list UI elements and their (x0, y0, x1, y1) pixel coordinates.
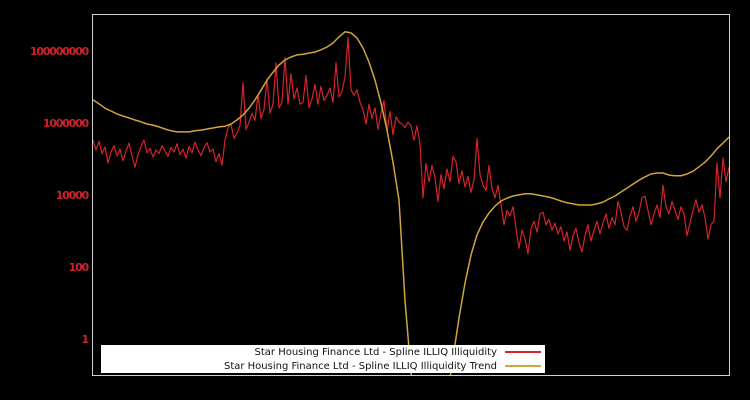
y-tick-label-1e0: 1 (81, 333, 90, 346)
y-tick-label-1e8: 100000000 (29, 45, 89, 58)
y-tick-label-1e4: 10000 (55, 189, 89, 202)
y-tick-label-1e2: 100 (68, 261, 90, 274)
legend-row-illiquidity: Star Housing Finance Ltd - Spline ILLIQ … (101, 345, 545, 359)
legend-label-trend: Star Housing Finance Ltd - Spline ILLIQ … (223, 360, 497, 372)
y-tick-label-1e6: 1000000 (42, 117, 89, 130)
illiquidity-line (93, 37, 729, 255)
illiquidity-legend-line-sample (505, 351, 541, 353)
legend-label-illiquidity: Star Housing Finance Ltd - Spline ILLIQ … (254, 346, 497, 358)
legend: Star Housing Finance Ltd - Spline ILLIQ … (101, 345, 545, 373)
trend-line (93, 31, 729, 375)
plot-area (92, 14, 730, 376)
legend-row-trend: Star Housing Finance Ltd - Spline ILLIQ … (101, 359, 545, 373)
plot-svg (93, 31, 729, 375)
trend-legend-line-sample (505, 365, 541, 367)
